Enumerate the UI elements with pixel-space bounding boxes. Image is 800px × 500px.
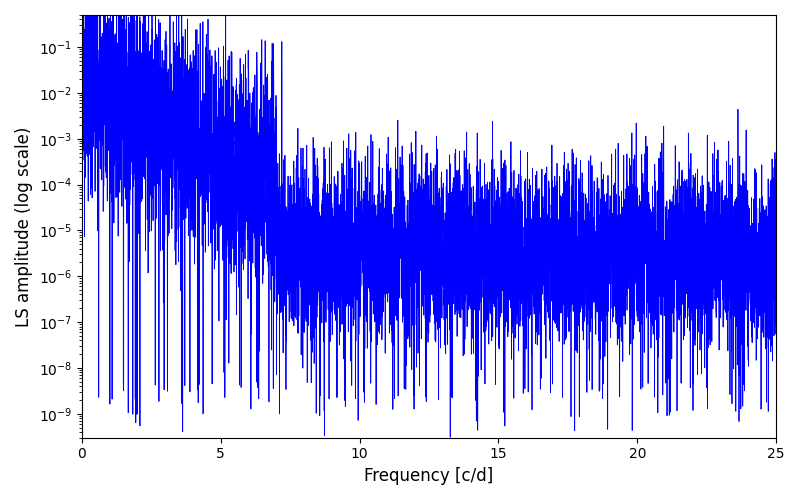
X-axis label: Frequency [c/d]: Frequency [c/d]: [364, 467, 494, 485]
Y-axis label: LS amplitude (log scale): LS amplitude (log scale): [15, 126, 33, 326]
